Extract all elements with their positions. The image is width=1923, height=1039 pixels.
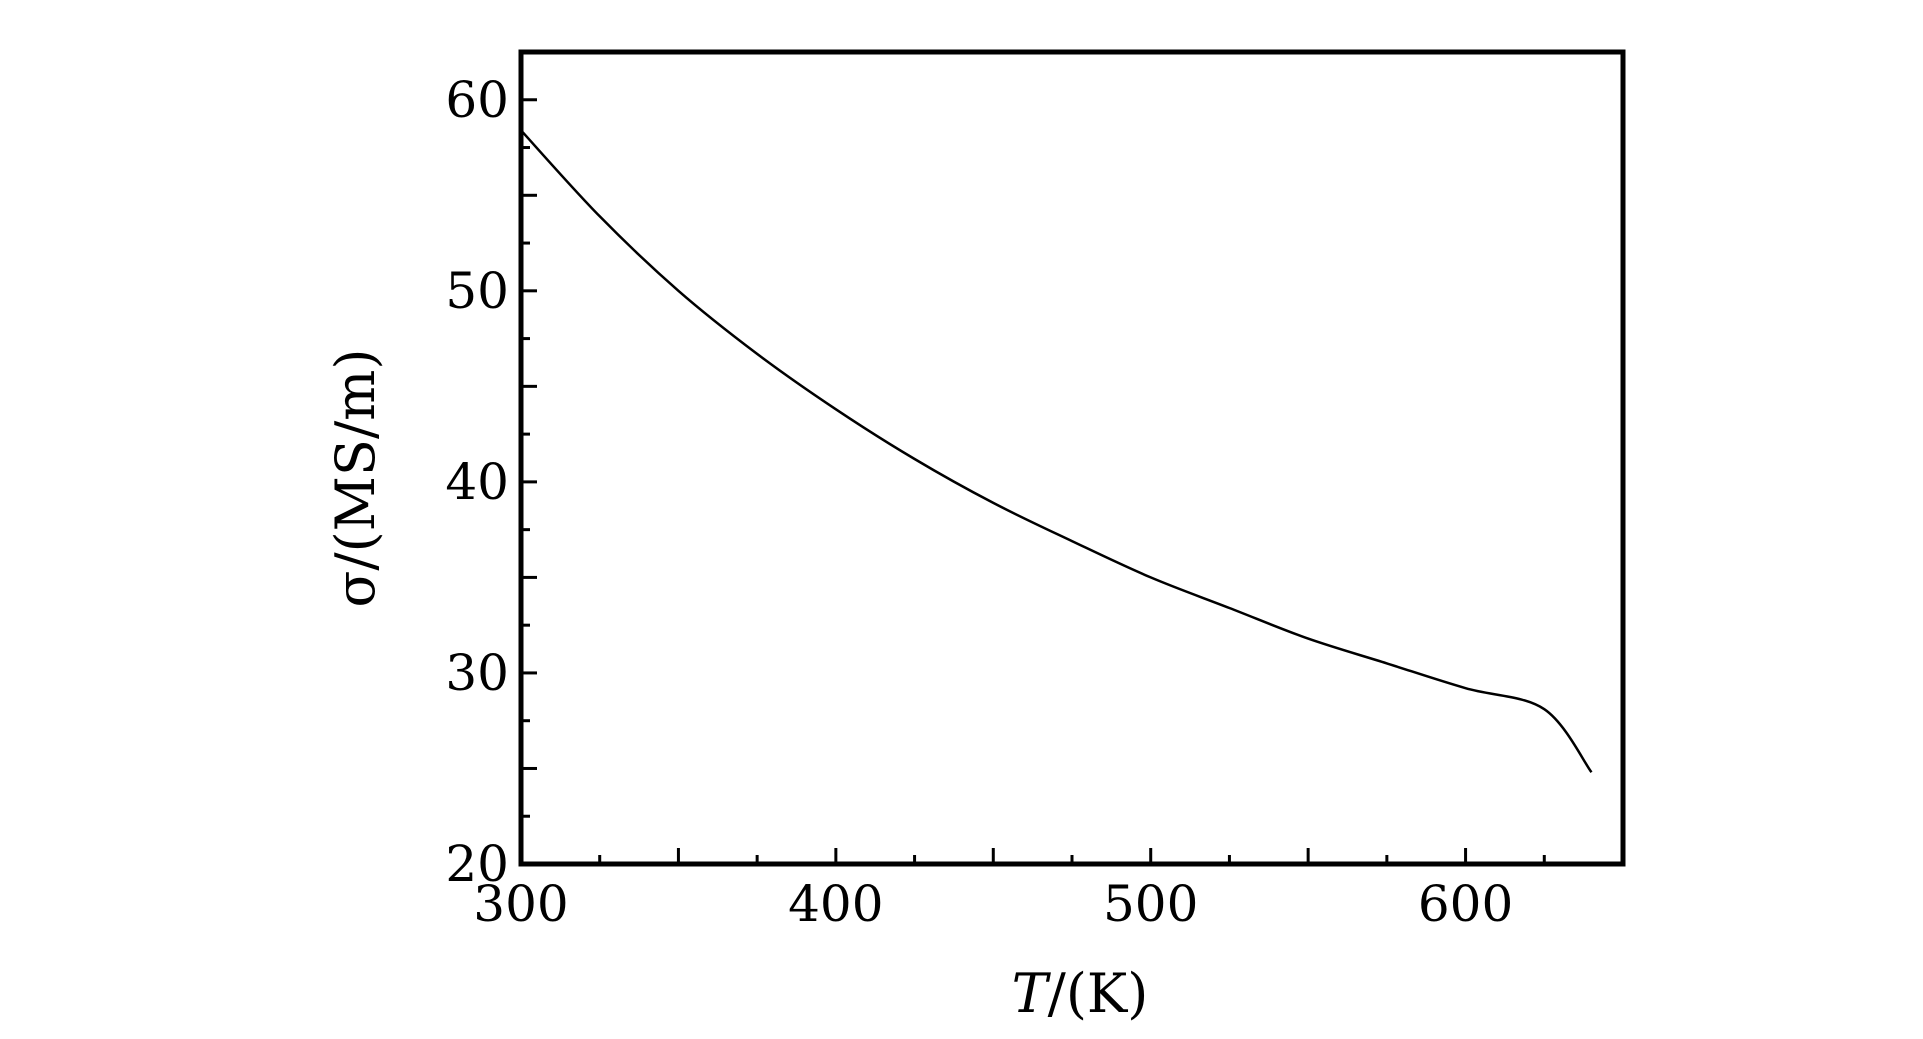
minor-ticks <box>521 50 1546 864</box>
x-axis-label: T/(K) <box>1012 962 1149 1025</box>
x-tick-label: 400 <box>788 875 883 933</box>
y-tick-label: 40 <box>445 453 509 511</box>
y-tick-label: 30 <box>445 644 509 702</box>
x-tick-label: 300 <box>473 875 568 933</box>
plot-frame <box>518 49 1626 867</box>
major-ticks <box>519 98 1625 866</box>
y-tick-label: 60 <box>445 71 509 129</box>
y-tick-label: 50 <box>445 262 509 320</box>
x-tick-label: 600 <box>1418 875 1513 933</box>
y-axis-label: σ/(MS/m) <box>324 349 387 608</box>
y-tick-labels: 20 30 40 50 60 <box>445 71 509 893</box>
x-tick-labels: 300 400 500 600 <box>473 875 1513 933</box>
y-tick-label: 20 <box>445 835 509 893</box>
x-axis-unit: /(K) <box>1048 962 1149 1025</box>
x-tick-label: 500 <box>1103 875 1198 933</box>
conductivity-curve <box>520 129 1593 774</box>
x-axis-variable: T <box>1012 962 1052 1025</box>
